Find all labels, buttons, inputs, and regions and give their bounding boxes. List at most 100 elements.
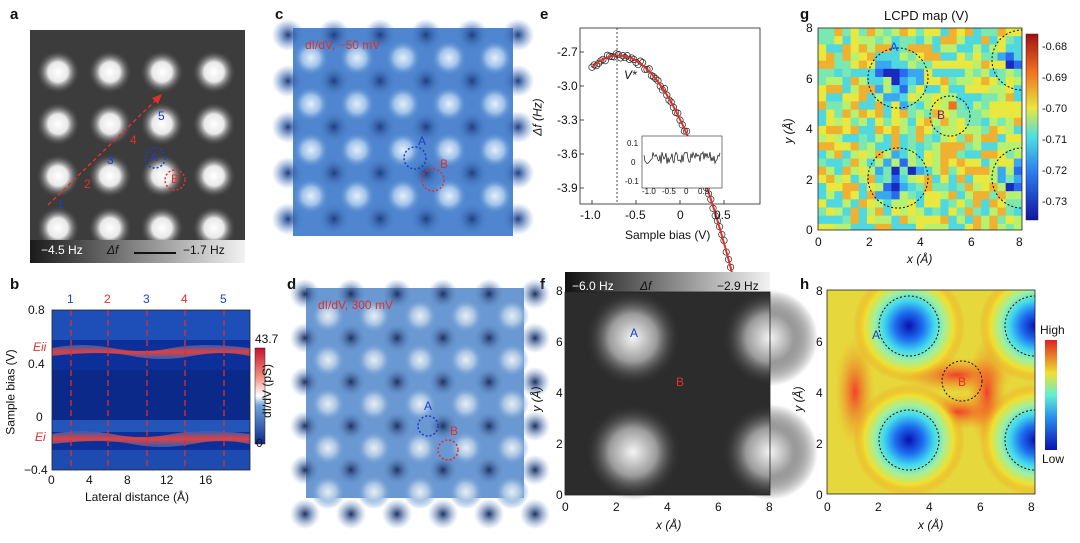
panel-b-line-4: 4 (181, 292, 188, 306)
panel-b-xtick: 16 (199, 473, 213, 487)
panel-f-scale-min: −6.0 Hz (572, 279, 614, 293)
panel-c-image (271, 18, 535, 236)
panel-letter-b: b (10, 276, 20, 293)
panel-e-inset-ytick: 0.1 (627, 139, 639, 148)
panel-b-line-5: 5 (220, 292, 227, 306)
panel-h-ylabel: y (Å) (791, 386, 806, 412)
panel-b-plot (51, 309, 266, 471)
panel-e-ylabel: Δf (Hz) (530, 98, 545, 136)
panel-a-point-4: 4 (130, 133, 137, 147)
panel-e-plot (579, 27, 761, 349)
panel-b-ytick: 0.4 (28, 357, 45, 371)
panel-d-site-a: A (424, 399, 433, 413)
panel-h-site-b: B (958, 375, 967, 389)
panel-b-xtick: 4 (86, 473, 93, 487)
panel-letter-d: d (287, 276, 297, 293)
panel-letter-e: e (540, 6, 549, 23)
panel-h-image (826, 289, 1036, 495)
panel-g-xtick: 8 (1016, 235, 1023, 249)
panel-f-xlabel: x (Å) (656, 518, 682, 532)
panel-f-xtick: 0 (562, 500, 569, 514)
panel-e-xtick: -0.5 (625, 208, 646, 222)
panel-letter-c: c (275, 6, 284, 23)
panel-e-inset-xtick: 0.5 (698, 187, 710, 196)
panel-h-cbar-high: High (1040, 323, 1065, 337)
panel-b-ylabel: Sample bias (V) (3, 349, 18, 435)
panel-g-ytick: 0 (806, 223, 813, 237)
panel-f-ytick: 0 (556, 488, 563, 502)
panel-h-xtick: 4 (926, 500, 933, 514)
panel-h-ytick: 2 (816, 437, 823, 451)
panel-letter-g: g (800, 6, 810, 23)
panel-g-cbar-tick: -0.73 (1042, 196, 1068, 208)
panel-a-site-a: A (150, 150, 159, 164)
panel-a-site-b: B (171, 172, 180, 186)
panel-g-cbar-tick: -0.68 (1042, 41, 1068, 53)
panel-e-ytick: -2.7 (557, 45, 578, 59)
panel-g-ylabel: y (Å) (781, 118, 796, 144)
panel-f-ytick: 2 (556, 437, 563, 451)
panel-b-cbar-label: dI/dV (pS) (260, 363, 275, 419)
panel-e-inset-xtick: -1.0 (642, 187, 656, 196)
panel-e-xlabel: Sample bias (V) (625, 228, 711, 242)
panel-f-ytick: 8 (556, 284, 563, 298)
panel-e-ytick: -3.6 (557, 147, 578, 161)
panel-b-xtick: 8 (124, 473, 131, 487)
panel-d-label: dI/dV, 300 mV (318, 298, 393, 312)
panel-b-cbar-max: 43.7 (255, 332, 279, 346)
panel-g-ytick: 8 (806, 21, 813, 35)
panel-g-xtick: 4 (917, 235, 924, 249)
panel-g-ytick: 4 (806, 122, 813, 136)
panel-h-xtick: 0 (824, 500, 831, 514)
panel-e-inset-xtick: -0.5 (662, 187, 676, 196)
panel-e-xtick: 0.5 (714, 208, 731, 222)
panel-b-ytick: 0.8 (28, 303, 45, 317)
panel-h-ytick: 4 (816, 386, 823, 400)
panel-b-xtick: 12 (160, 473, 174, 487)
panel-h-xtick: 6 (977, 500, 984, 514)
panel-f-xtick: 2 (613, 500, 620, 514)
panel-letter-a: a (10, 6, 19, 23)
panel-g-image (817, 27, 1039, 231)
panel-a-point-3: 3 (107, 153, 114, 167)
panel-c-site-a: A (418, 134, 427, 148)
panel-g-cbar-tick: -0.71 (1042, 134, 1068, 146)
panel-h-colorbar (1045, 340, 1057, 450)
panel-g-cbar-tick: -0.69 (1042, 72, 1068, 84)
panel-letter-h: h (800, 276, 810, 293)
panel-f-site-a: A (630, 326, 639, 340)
panel-g-xtick: 2 (866, 235, 873, 249)
panel-c-site-b: B (440, 157, 449, 171)
panel-b-line-2: 2 (104, 292, 111, 306)
panel-c-label: dI/dV, −50 mV (305, 38, 381, 52)
panel-g-ytick: 2 (806, 173, 813, 187)
panel-e-ytick: -3.9 (557, 181, 578, 195)
panel-f-xtick: 4 (664, 500, 671, 514)
panel-h-xtick: 2 (875, 500, 882, 514)
panel-b-ytick: 0 (36, 410, 43, 424)
panel-g-site-b: B (937, 108, 946, 122)
panel-b-e-upper: Eii (33, 340, 47, 354)
panel-f-ytick: 6 (556, 335, 563, 349)
panel-h-ytick: 8 (816, 284, 823, 298)
panel-b-ytick: −0.4 (24, 463, 48, 477)
panel-h-ytick: 0 (816, 488, 823, 502)
panel-b-line-3: 3 (143, 292, 150, 306)
panel-a-scale-max: −1.7 Hz (183, 243, 225, 257)
panel-f-ytick: 4 (556, 386, 563, 400)
panel-g-cbar-tick: -0.72 (1042, 165, 1068, 177)
panel-h-site-a: A (872, 328, 881, 342)
panel-e-vstar: V* (624, 68, 637, 82)
panel-b-e-lower: Ei (35, 430, 46, 444)
panel-e-xtick: -1.0 (580, 208, 601, 222)
panel-e-xtick: 0 (677, 208, 684, 222)
panel-a-scale-symbol: Δf (107, 243, 119, 257)
panel-d-site-b: B (450, 424, 459, 438)
panel-h-xtick: 8 (1028, 500, 1035, 514)
panel-b-line-1: 1 (67, 292, 74, 306)
panel-e-inset-ytick: 0 (631, 158, 636, 167)
panel-a-scale-min: −4.5 Hz (41, 243, 83, 257)
panel-g-ytick: 6 (806, 72, 813, 86)
panel-h-cbar-low: Low (1042, 452, 1065, 466)
panel-d-image (289, 278, 551, 530)
